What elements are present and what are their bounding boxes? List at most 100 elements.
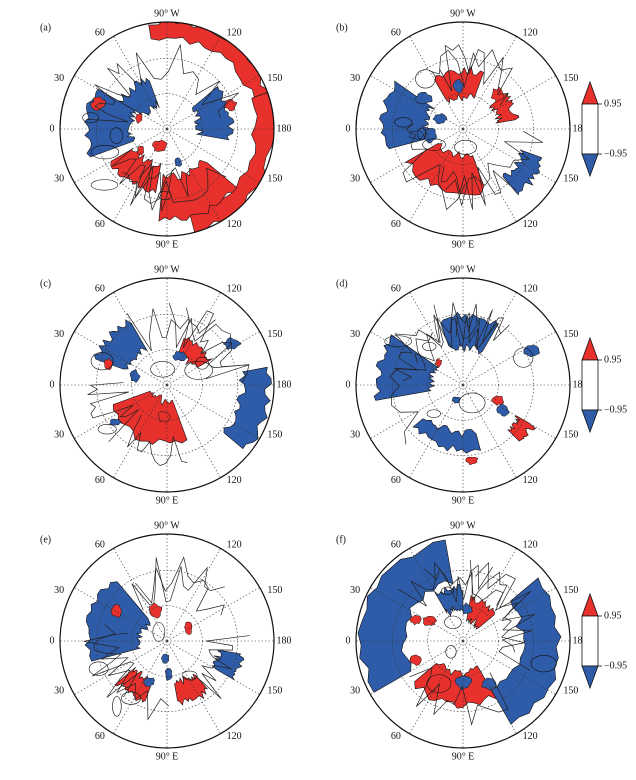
meridian-line (370, 384, 464, 439)
contour-line (150, 361, 175, 378)
meridian-line (113, 384, 168, 478)
colorbar-neutral-segment (581, 103, 599, 155)
meridian-line (409, 548, 464, 642)
colorbar-positive-segment (581, 336, 599, 361)
meridian-line (370, 640, 464, 695)
positive-significance-region (158, 159, 238, 222)
meridian-line (462, 384, 556, 439)
colorbar: 0.95 −0.95 (581, 336, 627, 434)
map-panel-a: (a) 90° W 90° E 0 180 60 30 30 60 120 150 150 120 (40, 8, 292, 250)
coastline (139, 162, 227, 204)
colorbar-negative-segment (581, 665, 599, 690)
contour-line (181, 670, 198, 681)
longitude-label-upper-right-2: 150 (267, 585, 282, 596)
longitude-label-upper-right-1: 120 (523, 283, 538, 294)
longitude-label-upper-right-2: 150 (267, 73, 282, 84)
contour-line (417, 127, 427, 141)
contour-line (454, 139, 477, 155)
meridian-line (166, 128, 260, 183)
contour-line (120, 691, 142, 705)
contour-line (426, 409, 441, 418)
negative-significance-region (434, 583, 464, 617)
colorbar-neutral-segment (581, 359, 599, 411)
map-content (60, 278, 274, 492)
contour-line (112, 696, 122, 717)
longitude-label-right: 180 (277, 123, 292, 134)
map-outline (355, 533, 571, 749)
contour-line (513, 347, 534, 368)
coastline (389, 332, 433, 445)
negative-significance-region (502, 149, 543, 196)
meridian-line (74, 331, 168, 386)
longitude-label-left: 0 (50, 123, 55, 134)
longitude-label-bottom: 90° E (452, 239, 475, 250)
contour-line (422, 341, 437, 351)
coastline (112, 147, 175, 211)
coastline (126, 308, 216, 351)
longitude-label-lower-left-2: 60 (95, 475, 105, 486)
longitude-label-top: 90° W (154, 264, 180, 275)
coastline (195, 635, 250, 699)
negative-significance-region (223, 366, 272, 450)
longitude-label-bottom: 90° E (452, 495, 475, 506)
panel-label: (b) (336, 22, 348, 33)
meridian-line (462, 640, 556, 695)
colorbar-positive-segment (581, 592, 599, 617)
coastline (475, 561, 535, 671)
map-content (60, 22, 274, 236)
longitude-label-right: 180 (573, 379, 588, 390)
longitude-label-right: 180 (277, 635, 292, 646)
positive-significance-region (404, 143, 485, 196)
meridian-line (462, 640, 517, 734)
meridian-line (462, 36, 517, 130)
longitude-label-right: 180 (573, 123, 588, 134)
significance-spot (134, 112, 143, 124)
longitude-label-upper-left-2: 30 (350, 585, 360, 596)
longitude-label-upper-left-2: 30 (54, 585, 64, 596)
panel-label: (a) (40, 22, 51, 33)
map-outline (355, 277, 571, 493)
coastline (135, 556, 225, 616)
longitude-label-bottom: 90° E (452, 751, 475, 762)
significance-spot (423, 615, 438, 626)
contour-line (90, 145, 120, 160)
meridian-line (113, 640, 168, 734)
significance-spot (451, 396, 462, 404)
meridian-line (370, 128, 464, 183)
longitude-label-bottom: 90° E (156, 495, 179, 506)
coastline (433, 303, 483, 348)
meridian-line (74, 587, 168, 642)
contour-line (88, 661, 109, 676)
longitude-label-lower-right-1: 150 (563, 686, 578, 697)
significance-spot (184, 621, 193, 635)
meridian-line (166, 331, 260, 386)
longitude-label-left: 0 (346, 635, 351, 646)
coastline (86, 62, 137, 123)
meridian-line (409, 36, 464, 130)
coastline (430, 49, 513, 106)
negative-significance-region (373, 334, 440, 401)
longitude-label-upper-right-1: 120 (523, 539, 538, 550)
coastline (440, 165, 517, 210)
significance-spot (408, 130, 424, 140)
longitude-label-lower-left-2: 60 (391, 219, 401, 230)
meridian-line (166, 587, 260, 642)
positive-significance-region (112, 390, 188, 445)
map-panel-f: (f) 90° W 90° E 0 180 60 30 30 60 120 150 150 120 (336, 520, 588, 762)
longitude-label-left: 0 (50, 635, 55, 646)
longitude-label-right: 180 (573, 635, 588, 646)
meridian-line (74, 75, 168, 130)
coastline (423, 567, 508, 606)
longitude-label-upper-left-1: 60 (391, 27, 401, 38)
longitude-label-lower-left-1: 30 (54, 686, 64, 697)
panel-label: (c) (40, 278, 51, 289)
map-panel-e: (e) 90° W 90° E 0 180 60 30 30 60 120 150 150 120 (40, 520, 292, 762)
significance-spot (89, 96, 107, 111)
significance-spot (409, 614, 422, 626)
longitude-label-upper-left-2: 30 (54, 329, 64, 340)
meridian-line (113, 128, 168, 222)
contour-line (441, 586, 454, 595)
panel-label: (d) (336, 278, 348, 289)
coastline (92, 632, 137, 698)
longitude-label-lower-left-1: 30 (350, 430, 360, 441)
